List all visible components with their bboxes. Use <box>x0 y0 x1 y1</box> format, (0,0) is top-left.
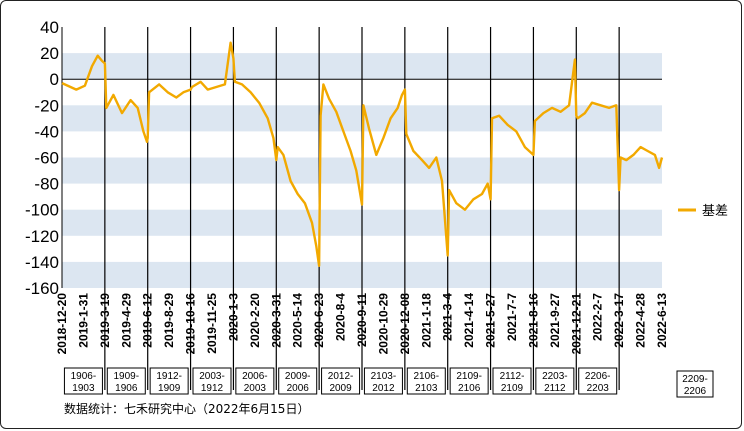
x-tick-label: 2021-7-7 <box>505 293 519 341</box>
contract-label-top: 2012- <box>328 371 354 382</box>
x-tick-label: 2020-2-20 <box>248 293 262 348</box>
contract-label-top: 1906- <box>71 371 97 382</box>
x-tick-label: 2018-12-20 <box>55 293 69 355</box>
contract-label-bottom: 1903 <box>72 383 95 394</box>
x-tick-label: 2021-8-16 <box>526 293 540 348</box>
y-tick-label: -100 <box>25 201 59 220</box>
x-tick-label: 2022-6-13 <box>655 293 669 348</box>
x-tick-label: 2022-3-17 <box>612 293 626 348</box>
contract-label-top: 2109- <box>456 371 482 382</box>
contract-box <box>278 367 318 395</box>
contract-label-bottom: 2003 <box>244 383 267 394</box>
x-tick-label: 2022-2-7 <box>591 293 605 341</box>
contract-box <box>192 367 232 395</box>
contract-label-bottom: 2206 <box>684 386 707 397</box>
x-tick-label: 2019-8-29 <box>162 293 176 348</box>
x-tick-label: 2019-11-25 <box>205 293 219 354</box>
contract-label-bottom: 2006 <box>287 383 310 394</box>
source-note: 数据统计：七禾研究中心（2022年6月15日） <box>64 402 310 416</box>
contract-label-top: 2106- <box>413 371 439 382</box>
x-tick-label: 2020-5-14 <box>291 293 305 348</box>
x-tick-label: 2020-3-31 <box>269 293 283 348</box>
contract-label-top: 2006- <box>242 371 268 382</box>
y-tick-label: 0 <box>50 70 59 89</box>
contract-label-top: 2209- <box>682 374 708 385</box>
contract-box <box>535 367 575 395</box>
x-tick-label: 2020-1-3 <box>226 293 240 341</box>
contract-label-top: 2206- <box>585 371 611 382</box>
contract-box <box>63 367 103 395</box>
x-tick-label: 2019-4-29 <box>119 293 133 348</box>
contract-label-bottom: 1909 <box>158 383 181 394</box>
contract-label-top: 1909- <box>113 371 139 382</box>
x-tick-label: 2021-1-18 <box>419 293 433 348</box>
y-tick-label: 20 <box>40 44 59 63</box>
contract-label-top: 2103- <box>371 371 397 382</box>
y-tick-label: -160 <box>25 279 59 298</box>
y-tick-label: -40 <box>34 122 59 141</box>
x-tick-label: 2022-4-28 <box>634 293 648 348</box>
legend-label: 基差 <box>702 204 728 219</box>
x-tick-label: 2021-12-21 <box>569 293 583 355</box>
contract-label-bottom: 1912 <box>201 383 224 394</box>
contract-label-top: 2203- <box>542 371 568 382</box>
contract-label-bottom: 2009 <box>329 383 352 394</box>
contract-box <box>106 367 146 395</box>
x-tick-label: 2021-4-14 <box>462 293 476 348</box>
x-tick-label: 2019-6-12 <box>141 293 155 348</box>
x-tick-label: 2020-12-08 <box>398 293 412 355</box>
contract-box <box>676 370 714 398</box>
contract-label-bottom: 2106 <box>458 383 481 394</box>
y-axis: 40 20 0 -20 -40 -60 -80 -100 -120 -140 -160 <box>25 18 63 298</box>
y-tick-label: -120 <box>25 227 59 246</box>
series-lines <box>61 41 664 267</box>
contract-label-bottom: 2112 <box>544 383 566 394</box>
contract-box <box>406 367 446 395</box>
contract-box <box>578 367 618 395</box>
x-tick-label: 2021-3-4 <box>441 293 455 341</box>
x-tick-label: 2019-10-16 <box>184 293 198 355</box>
x-tick-label: 2020-8-4 <box>334 293 348 341</box>
contract-label-top: 2009- <box>285 371 311 382</box>
x-tick-label: 2020-10-29 <box>376 293 390 355</box>
x-tick-label: 2020-9-11 <box>355 293 369 347</box>
contract-label-bottom: 1906 <box>115 383 138 394</box>
x-tick-label: 2019-1-31 <box>76 293 90 348</box>
contract-label-bottom: 2203 <box>587 383 610 394</box>
y-tick-label: -80 <box>34 175 59 194</box>
contract-box <box>235 367 275 395</box>
contract-label-bottom: 2109 <box>501 383 524 394</box>
contract-label-bottom: 2012 <box>372 383 395 394</box>
series-line-0 <box>61 41 664 267</box>
contract-box <box>449 367 489 395</box>
x-tick-label: 2020-6-23 <box>312 293 326 348</box>
x-axis: 2018-12-20 2019-1-31 2019-3-19 2019-4-29 201… <box>55 293 669 355</box>
contract-box <box>321 367 361 395</box>
x-tick-label: 2021-9-27 <box>548 293 562 348</box>
contract-label-bottom: 2103 <box>415 383 438 394</box>
contract-label-top: 2003- <box>199 371 225 382</box>
contract-labels: 1906-1903 1909-1906 1912-1909 2003-1912 2006… <box>63 367 714 398</box>
y-tick-label: -140 <box>25 253 59 272</box>
x-tick-label: 2019-3-19 <box>98 293 112 348</box>
contract-divider-lines <box>104 27 620 390</box>
y-tick-label: -20 <box>34 96 59 115</box>
contract-box <box>149 367 189 395</box>
contract-label-top: 1912- <box>156 371 182 382</box>
y-tick-label: 40 <box>40 18 59 37</box>
y-tick-label: -60 <box>34 149 59 168</box>
contract-label-top: 2112- <box>500 371 525 382</box>
contract-box <box>492 367 532 395</box>
legend: 基差 <box>678 204 728 219</box>
x-tick-label: 2021-5-27 <box>484 293 498 348</box>
contract-box <box>363 367 403 395</box>
